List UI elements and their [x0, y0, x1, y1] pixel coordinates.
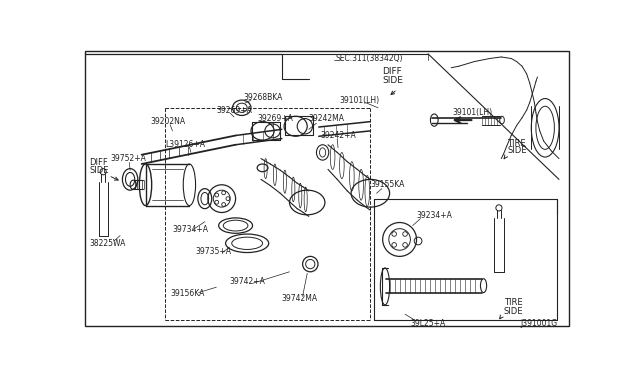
- Text: 39101(LH): 39101(LH): [340, 96, 380, 105]
- Text: 39156KA: 39156KA: [170, 289, 205, 298]
- Text: 39269+A: 39269+A: [216, 106, 252, 115]
- Text: 39742MA: 39742MA: [282, 294, 318, 303]
- Text: 38225WA: 38225WA: [90, 239, 125, 248]
- Text: 39101(LH): 39101(LH): [452, 108, 493, 117]
- Text: 39242MA: 39242MA: [308, 114, 345, 123]
- Text: 39742+A: 39742+A: [230, 277, 266, 286]
- Text: SIDE: SIDE: [382, 76, 403, 84]
- Text: DIFF: DIFF: [90, 158, 108, 167]
- Text: SIDE: SIDE: [90, 166, 109, 174]
- Text: DIFF: DIFF: [382, 67, 402, 76]
- Text: SIDE: SIDE: [504, 307, 523, 315]
- Text: 39269+A: 39269+A: [257, 114, 293, 123]
- Text: 39268BKA: 39268BKA: [243, 93, 283, 102]
- Text: SEC.311(38342Q): SEC.311(38342Q): [336, 54, 403, 63]
- Text: 39734+A: 39734+A: [172, 225, 209, 234]
- Text: 39234+A: 39234+A: [417, 211, 452, 220]
- Text: 39155KA: 39155KA: [371, 180, 404, 189]
- Text: 39735+A: 39735+A: [196, 247, 232, 256]
- Text: TIRE: TIRE: [504, 298, 522, 307]
- Text: L39126+A: L39126+A: [164, 140, 205, 149]
- Text: 39L25+A: 39L25+A: [410, 319, 445, 328]
- Text: SIDE: SIDE: [508, 147, 527, 155]
- Text: 39752+A: 39752+A: [111, 154, 147, 163]
- Text: 39242+A: 39242+A: [320, 131, 356, 140]
- Text: TIRE: TIRE: [508, 139, 526, 148]
- Text: 39202NA: 39202NA: [151, 117, 186, 126]
- Text: J391001G: J391001G: [520, 319, 557, 328]
